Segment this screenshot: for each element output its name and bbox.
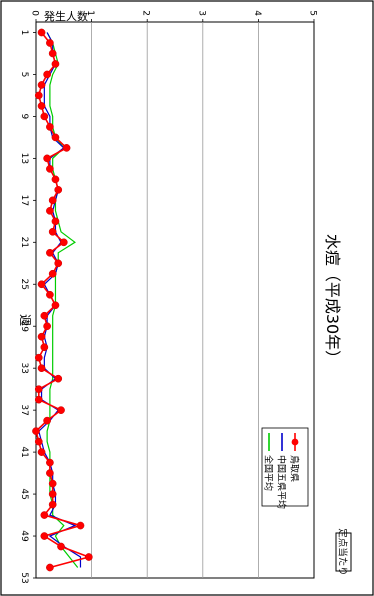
series-0-point-42 <box>46 458 54 467</box>
series-0-point-30 <box>37 332 46 341</box>
series-0-point-22 <box>46 248 54 257</box>
y-tick-label-5: 5 <box>308 10 318 16</box>
series-0-point-29 <box>43 322 51 331</box>
x-tick-label-53: 53 <box>19 572 29 583</box>
series-0-point-11 <box>51 133 60 142</box>
legend-box <box>261 427 309 507</box>
y-axis-label: 発生人数 <box>44 9 88 23</box>
series-0-point-40 <box>34 437 43 446</box>
series-0-point-43 <box>46 469 54 477</box>
y-tick-label-0: 0 <box>30 10 40 16</box>
series-0-point-38 <box>43 416 51 425</box>
series-0-point-31 <box>40 343 49 352</box>
series-0-point-14 <box>46 165 54 173</box>
series-0-point-28 <box>40 311 49 320</box>
series-0-point-27 <box>51 301 60 310</box>
series-0-point-7 <box>34 91 43 100</box>
badge: 定点当たり <box>335 528 352 576</box>
x-tick-label-45: 45 <box>19 488 29 499</box>
series-0-point-45 <box>48 490 57 498</box>
y-axis-ticks: 0 1 2 3 4 5 <box>30 10 318 22</box>
legend-marker-0 <box>291 438 299 446</box>
series-0-point-33 <box>37 364 46 373</box>
x-tick-label-17: 17 <box>19 195 29 206</box>
badge-box <box>335 532 352 572</box>
x-tick-label-5: 5 <box>19 72 29 78</box>
series-0-point-41 <box>37 448 46 456</box>
series-0-point-51 <box>84 553 93 561</box>
series-0-point-1 <box>37 28 46 37</box>
legend-label-2: 全国平均 <box>263 455 275 491</box>
series-0-point-6 <box>37 81 46 89</box>
series-0-point-39 <box>32 427 40 435</box>
series-0-point-13 <box>43 154 51 163</box>
series-0-point-17 <box>48 196 57 205</box>
series-0-point-49 <box>40 532 49 540</box>
series-0-point-2 <box>46 39 54 47</box>
y-tick-label-4: 4 <box>252 10 262 16</box>
x-tick-label-9: 9 <box>19 114 29 120</box>
series-0-point-12 <box>62 144 71 152</box>
y-tick-label-1: 1 <box>85 10 95 16</box>
x-axis-label: 週 <box>18 314 32 326</box>
x-tick-label-25: 25 <box>19 279 29 290</box>
series-0-point-46 <box>48 500 57 509</box>
legend-label-1: 中国五県平均 <box>276 455 288 509</box>
series-0-point-3 <box>48 49 57 58</box>
series-0-point-19 <box>51 217 60 226</box>
x-tick-label-41: 41 <box>19 446 29 457</box>
y-tick-label-2: 2 <box>141 10 151 16</box>
series-0-point-23 <box>54 259 63 268</box>
grid-lines <box>91 22 259 578</box>
x-tick-label-29: 29 <box>19 320 29 332</box>
series-0-point-47 <box>40 511 49 519</box>
series-0-point-48 <box>76 521 85 530</box>
badge-label: 定点当たり <box>337 528 349 576</box>
series-0-point-35 <box>34 385 43 394</box>
x-tick-label-1: 1 <box>19 30 29 36</box>
y-tick-label-3: 3 <box>196 10 206 16</box>
series-0-point-20 <box>48 227 57 236</box>
series-0-point-25 <box>37 280 46 289</box>
series-0-point-24 <box>48 269 57 278</box>
series-0-point-9 <box>40 112 49 121</box>
legend-label-0: 鳥取県 <box>289 455 301 482</box>
series-0-point-21 <box>59 238 68 247</box>
x-tick-label-13: 13 <box>19 153 29 164</box>
x-tick-label-49: 49 <box>19 530 29 542</box>
x-tick-label-33: 33 <box>19 362 29 373</box>
plot-area <box>35 21 315 579</box>
series-0-point-10 <box>46 123 54 131</box>
series-0-line <box>35 31 92 569</box>
series-0-point-36 <box>34 395 43 404</box>
series-2-line <box>46 32 79 568</box>
series-0-point-44 <box>48 479 57 488</box>
series-0-point-8 <box>37 102 46 110</box>
series-0-point-34 <box>54 374 63 383</box>
series-0-point-50 <box>57 542 65 551</box>
series-0-point-16 <box>54 185 63 194</box>
series-0-point-15 <box>51 175 60 184</box>
x-axis-ticks: 1 5 9 13 17 21 25 29 33 37 41 45 49 53 <box>19 30 36 584</box>
series-0-point-26 <box>46 290 54 299</box>
series-0-point-52 <box>46 563 54 572</box>
series-layer <box>32 28 93 572</box>
chart-title: 水痘（平成30年） <box>323 234 342 366</box>
x-tick-label-37: 37 <box>19 404 29 415</box>
series-0-point-18 <box>46 206 54 215</box>
x-tick-label-21: 21 <box>19 237 29 248</box>
series-0-point-5 <box>43 70 51 79</box>
series-0-point-32 <box>34 353 43 362</box>
series-0-point-4 <box>51 60 60 68</box>
series-0-point-37 <box>57 406 65 415</box>
